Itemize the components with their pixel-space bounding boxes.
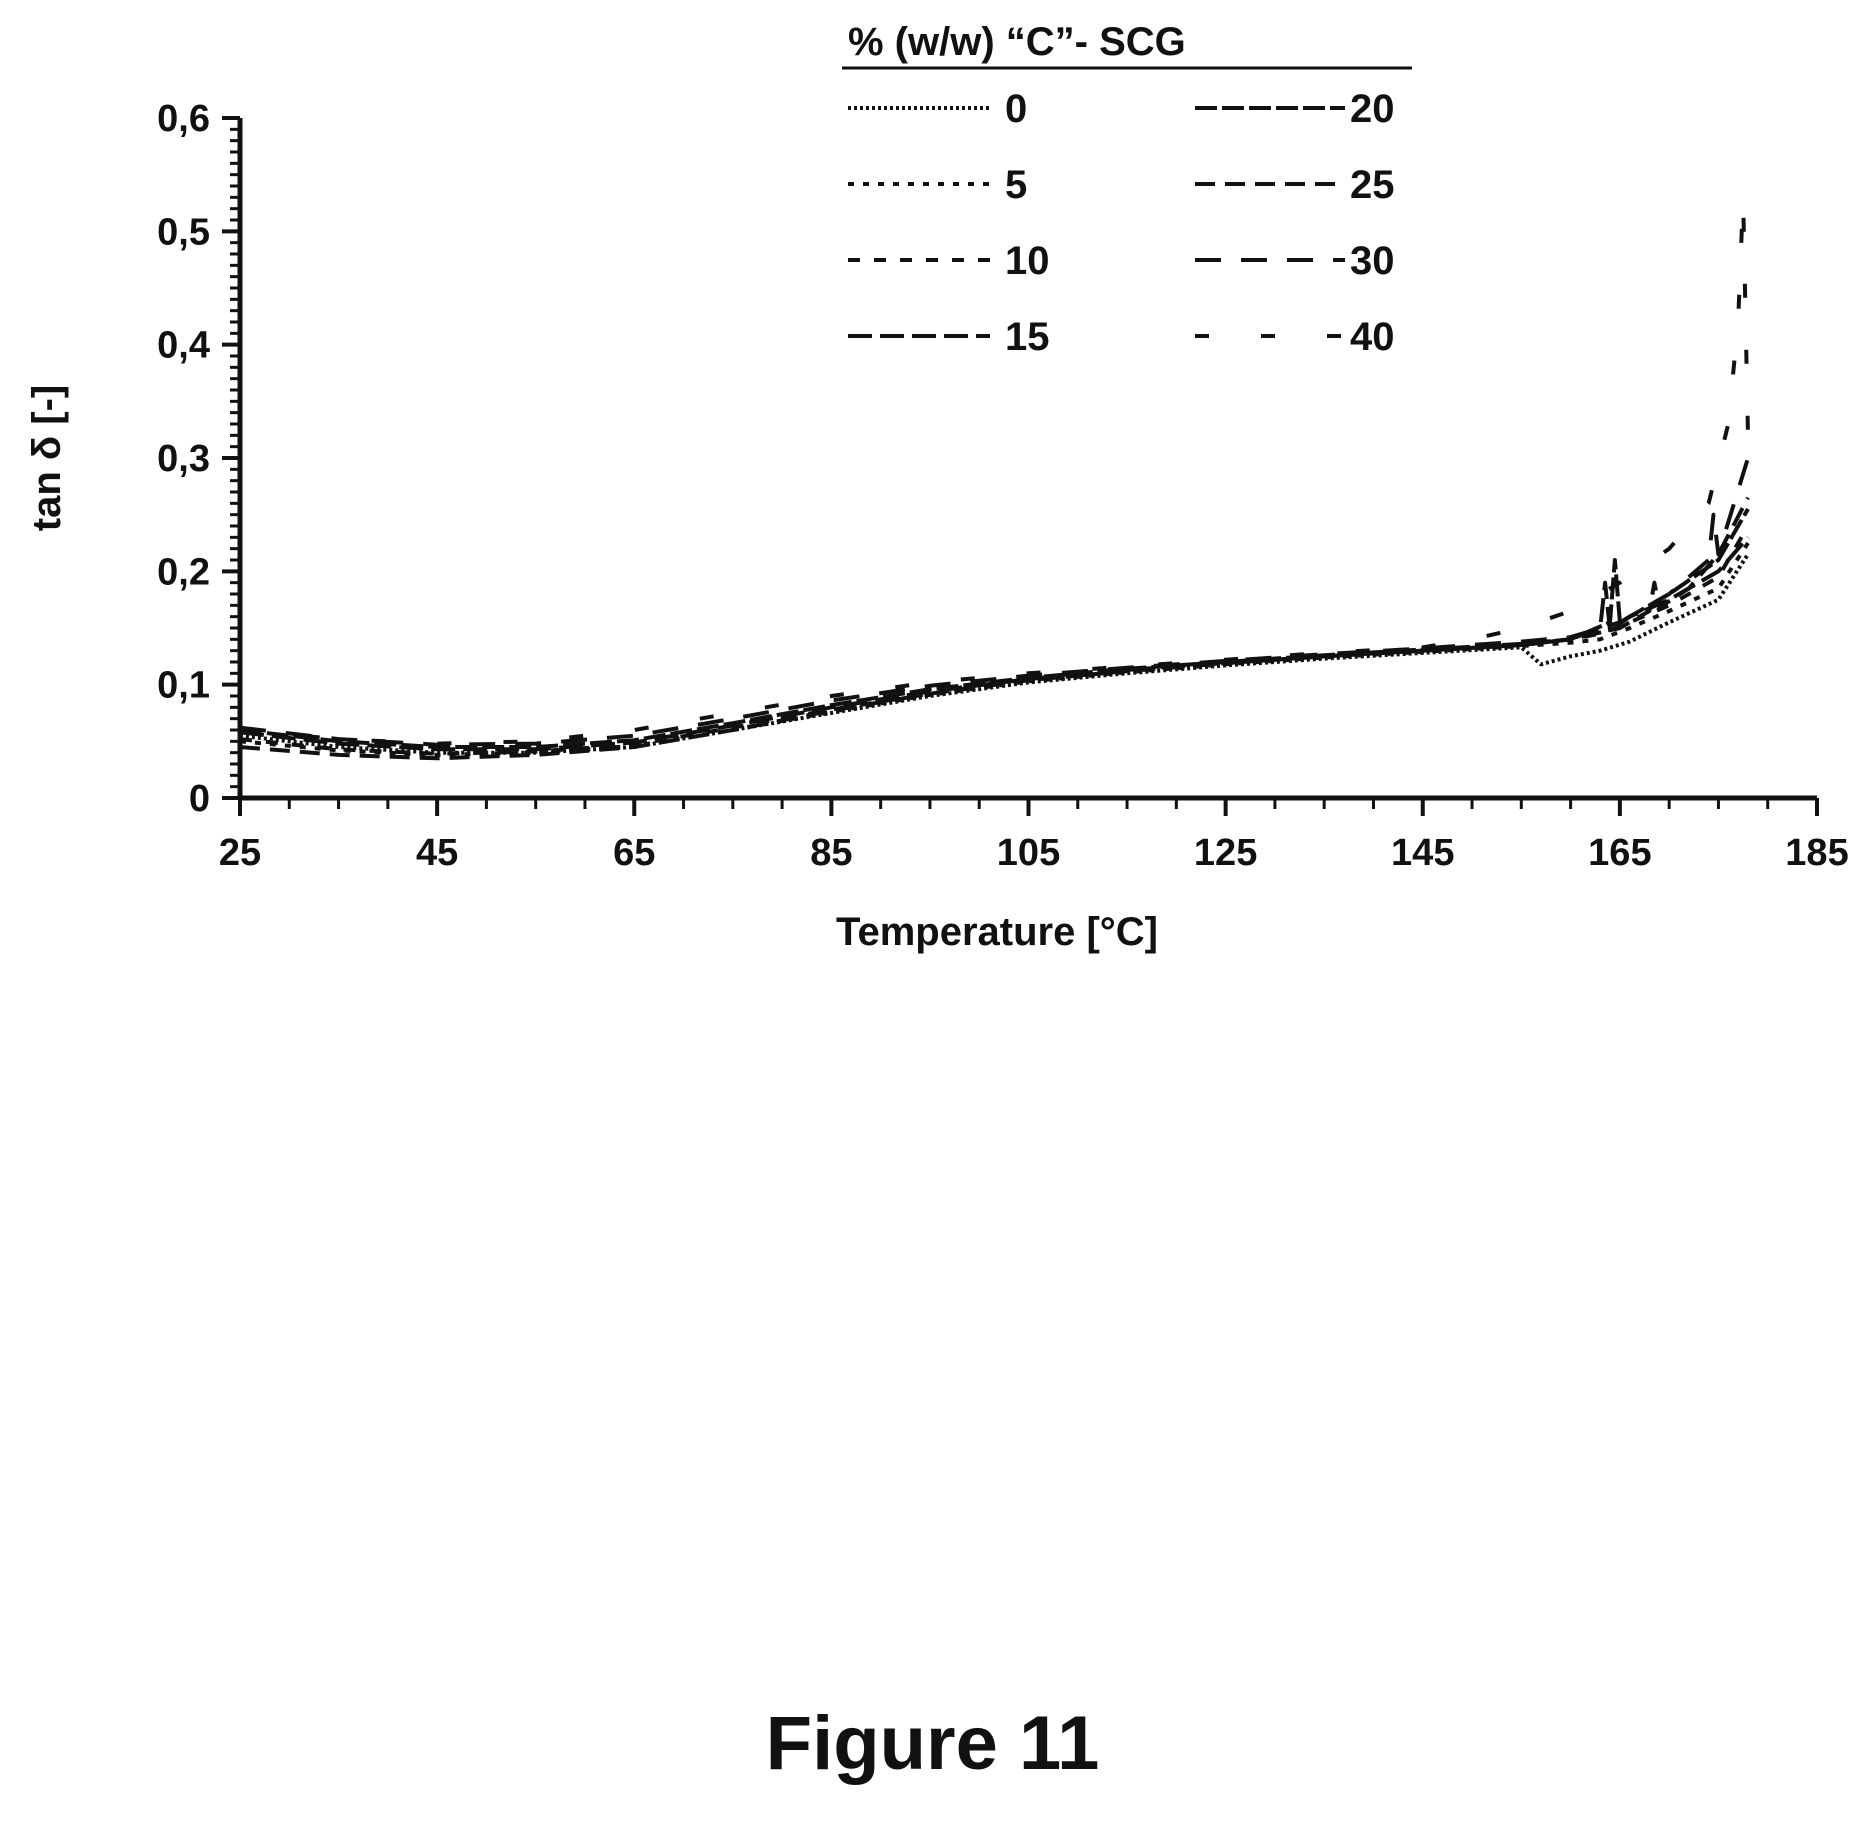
y-tick-label: 0,4 — [157, 325, 210, 367]
legend-label-5: 5 — [1005, 163, 1027, 207]
legend-label-20: 20 — [1350, 87, 1395, 131]
legend-label-40: 40 — [1350, 315, 1395, 359]
y-tick-labels: 0 0,1 0,2 0,3 0,4 0,5 0,6 — [157, 98, 210, 820]
x-tick-label: 65 — [613, 832, 655, 874]
series-line-30 — [239, 457, 1750, 747]
x-tick-label: 85 — [810, 832, 852, 874]
legend-label-10: 10 — [1005, 239, 1050, 283]
y-tick-label: 0,2 — [157, 551, 210, 593]
x-tick-label: 185 — [1785, 832, 1848, 874]
legend-entries: 0 5 10 15 20 25 30 40 — [848, 87, 1395, 359]
figure-caption: Figure 11 — [765, 1701, 1100, 1786]
x-axis-title: Temperature [°C] — [836, 910, 1158, 954]
x-tick-labels: 25 45 65 85 105 125 145 165 185 — [219, 832, 1849, 874]
legend-label-25: 25 — [1350, 163, 1395, 207]
y-tick-label: 0 — [189, 778, 210, 820]
x-tick-label: 105 — [997, 832, 1060, 874]
y-axis-title: tan δ [-] — [25, 385, 69, 531]
legend-label-0: 0 — [1005, 87, 1027, 131]
y-ticks — [222, 116, 240, 800]
series-line-40 — [239, 195, 1750, 746]
x-tick-label: 25 — [219, 832, 261, 874]
legend-label-15: 15 — [1005, 315, 1050, 359]
y-tick-label: 0,3 — [157, 438, 210, 480]
legend: % (w/w) “C”- SCG 0 5 10 15 20 25 30 40 — [842, 20, 1412, 359]
x-ticks — [238, 798, 1819, 816]
y-tick-label: 0,1 — [157, 665, 210, 707]
x-tick-label: 125 — [1194, 832, 1257, 874]
y-tick-label: 0,6 — [157, 98, 210, 140]
series-line-20 — [239, 507, 1750, 749]
series-line-0 — [239, 553, 1750, 755]
y-tick-label: 0,5 — [157, 211, 210, 253]
x-tick-label: 45 — [416, 832, 458, 874]
x-tick-label: 165 — [1588, 832, 1651, 874]
legend-title: % (w/w) “C”- SCG — [848, 20, 1186, 64]
chart: 00,10,20,30,40,50,6 25 45 65 85 105 125 145 165… — [25, 20, 1849, 954]
series-line-25 — [239, 496, 1750, 761]
x-tick-label: 145 — [1391, 832, 1454, 874]
plot-lines — [239, 195, 1750, 761]
legend-label-30: 30 — [1350, 239, 1395, 283]
